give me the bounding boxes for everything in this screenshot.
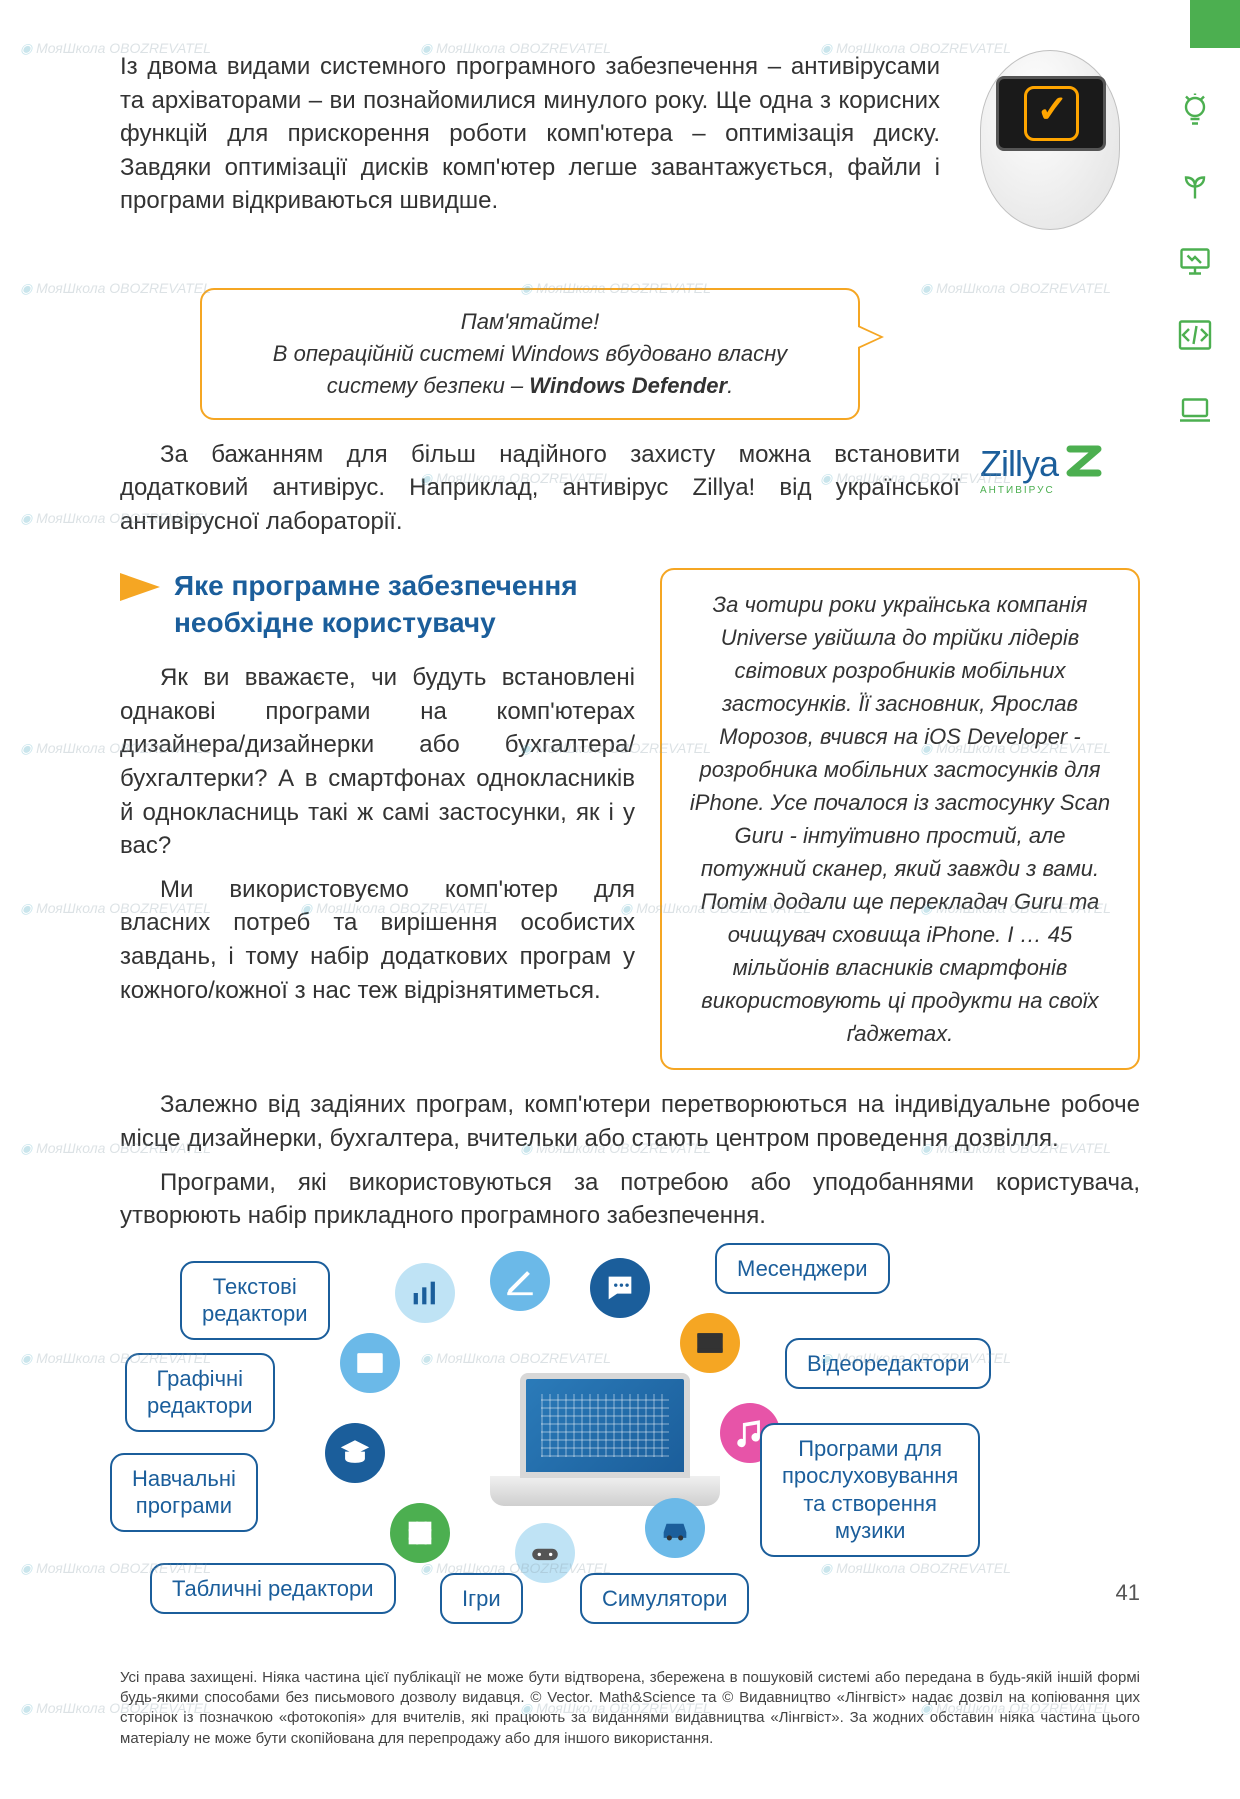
watermark: МояШкола OBOZREVATEL <box>820 1350 1011 1367</box>
watermark: МояШкола OBOZREVATEL <box>820 1560 1011 1577</box>
fact-box: За чотири роки українська компанія Unive… <box>660 568 1140 1070</box>
zillya-z-icon <box>1066 443 1102 479</box>
paragraph-1: Як ви вважаєте, чи будуть встановлені од… <box>120 661 635 863</box>
watermark: МояШкола OBOZREVATEL <box>920 1140 1111 1157</box>
simulators-label: Симулятори <box>580 1573 749 1625</box>
games-label: Ігри <box>440 1573 523 1625</box>
section-row: Яке програмне забезпечення необхідне кор… <box>120 568 1140 1070</box>
watermark: МояШкола OBOZREVATEL <box>20 40 211 57</box>
watermark: МояШкола OBOZREVATEL <box>520 1700 711 1717</box>
watermark: МояШкола OBOZREVATEL <box>20 510 211 527</box>
zillya-paragraph: За бажанням для більш надійного захисту … <box>120 438 960 539</box>
watermark: МояШкола OBOZREVATEL <box>820 40 1011 57</box>
watermark: МояШкола OBOZREVATEL <box>920 900 1111 917</box>
section-arrow-icon <box>120 573 160 601</box>
watermark: МояШкола OBOZREVATEL <box>420 1350 611 1367</box>
paragraph-4: Програми, які використовуються за потреб… <box>120 1166 1140 1233</box>
intro-block: Із двома видами системного програмного з… <box>120 50 1140 270</box>
watermark: МояШкола OBOZREVATEL <box>420 1560 611 1577</box>
chat-icon <box>590 1258 650 1318</box>
pencil-icon <box>490 1251 550 1311</box>
graduation-icon <box>325 1423 385 1483</box>
watermark: МояШкола OBOZREVATEL <box>420 40 611 57</box>
reminder-bubble: Пам'ятайте! В операційній системі Window… <box>200 288 860 420</box>
watermark: МояШкола OBOZREVATEL <box>300 900 491 917</box>
text-editors-label: Текстовіредактори <box>180 1261 330 1340</box>
messengers-label: Месенджери <box>715 1243 890 1295</box>
watermark: МояШкола OBOZREVATEL <box>20 280 211 297</box>
image-icon <box>340 1333 400 1393</box>
software-diagram: ТекстовіредакториМесенджериГрафічніредак… <box>120 1243 1120 1668</box>
car-icon <box>645 1498 705 1558</box>
robot-illustration <box>960 50 1140 270</box>
music-apps-label: Програми дляпрослуховуваннята створенням… <box>760 1423 980 1557</box>
watermark: МояШкола OBOZREVATEL <box>20 1140 211 1157</box>
watermark: МояШкола OBOZREVATEL <box>20 900 211 917</box>
learning-apps-label: Навчальніпрограми <box>110 1453 258 1532</box>
watermark: МояШкола OBOZREVATEL <box>520 1140 711 1157</box>
watermark: МояШкола OBOZREVATEL <box>20 1560 211 1577</box>
page-number: 41 <box>1116 1580 1140 1606</box>
watermark: МояШкола OBOZREVATEL <box>920 740 1111 757</box>
watermark: МояШкола OBOZREVATEL <box>20 740 211 757</box>
watermark: МояШкола OBOZREVATEL <box>920 280 1111 297</box>
table-icon <box>390 1503 450 1563</box>
watermark: МояШкола OBOZREVATEL <box>20 1350 211 1367</box>
speech-line2: В операційній системі Windows вбудовано … <box>230 338 830 402</box>
speech-line1: Пам'ятайте! <box>230 306 830 338</box>
watermark: МояШкола OBOZREVATEL <box>820 470 1011 487</box>
watermark: МояШкола OBOZREVATEL <box>920 1700 1111 1717</box>
section-title: Яке програмне забезпечення необхідне кор… <box>174 568 635 641</box>
film-icon <box>680 1313 740 1373</box>
paragraph-2: Ми використовуємо комп'ютер для власних … <box>120 873 635 1007</box>
watermark: МояШкола OBOZREVATEL <box>520 280 711 297</box>
chart-icon <box>395 1263 455 1323</box>
watermark: МояШкола OBOZREVATEL <box>20 1700 211 1717</box>
watermark: МояШкола OBOZREVATEL <box>520 740 711 757</box>
intro-text: Із двома видами системного програмного з… <box>120 50 940 270</box>
watermark: МояШкола OBOZREVATEL <box>620 900 811 917</box>
zillya-row: За бажанням для більш надійного захисту … <box>120 438 1140 539</box>
watermark: МояШкола OBOZREVATEL <box>420 470 611 487</box>
